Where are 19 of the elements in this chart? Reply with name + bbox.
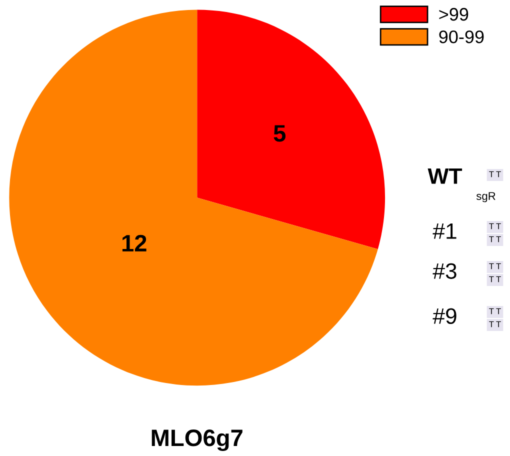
text: T T	[489, 308, 501, 314]
text: WT	[428, 168, 462, 184]
data-label: 12	[122, 234, 146, 252]
text: #9	[432, 308, 456, 324]
text: T T	[489, 321, 501, 328]
pie-slice	[9, 10, 378, 386]
text: #1	[432, 223, 456, 239]
legend-label: >99	[439, 8, 468, 21]
text: T T	[489, 276, 501, 282]
text: #3	[432, 263, 456, 279]
text: MLO6g7	[152, 430, 242, 452]
text: T T	[489, 223, 501, 230]
pie-slice	[197, 10, 386, 250]
data-label: 5	[274, 125, 286, 142]
text: T T	[489, 263, 501, 270]
text: T T	[489, 171, 501, 178]
legend-label: 90-99	[439, 30, 484, 44]
text: T T	[489, 236, 501, 242]
text: sgR	[476, 192, 496, 202]
